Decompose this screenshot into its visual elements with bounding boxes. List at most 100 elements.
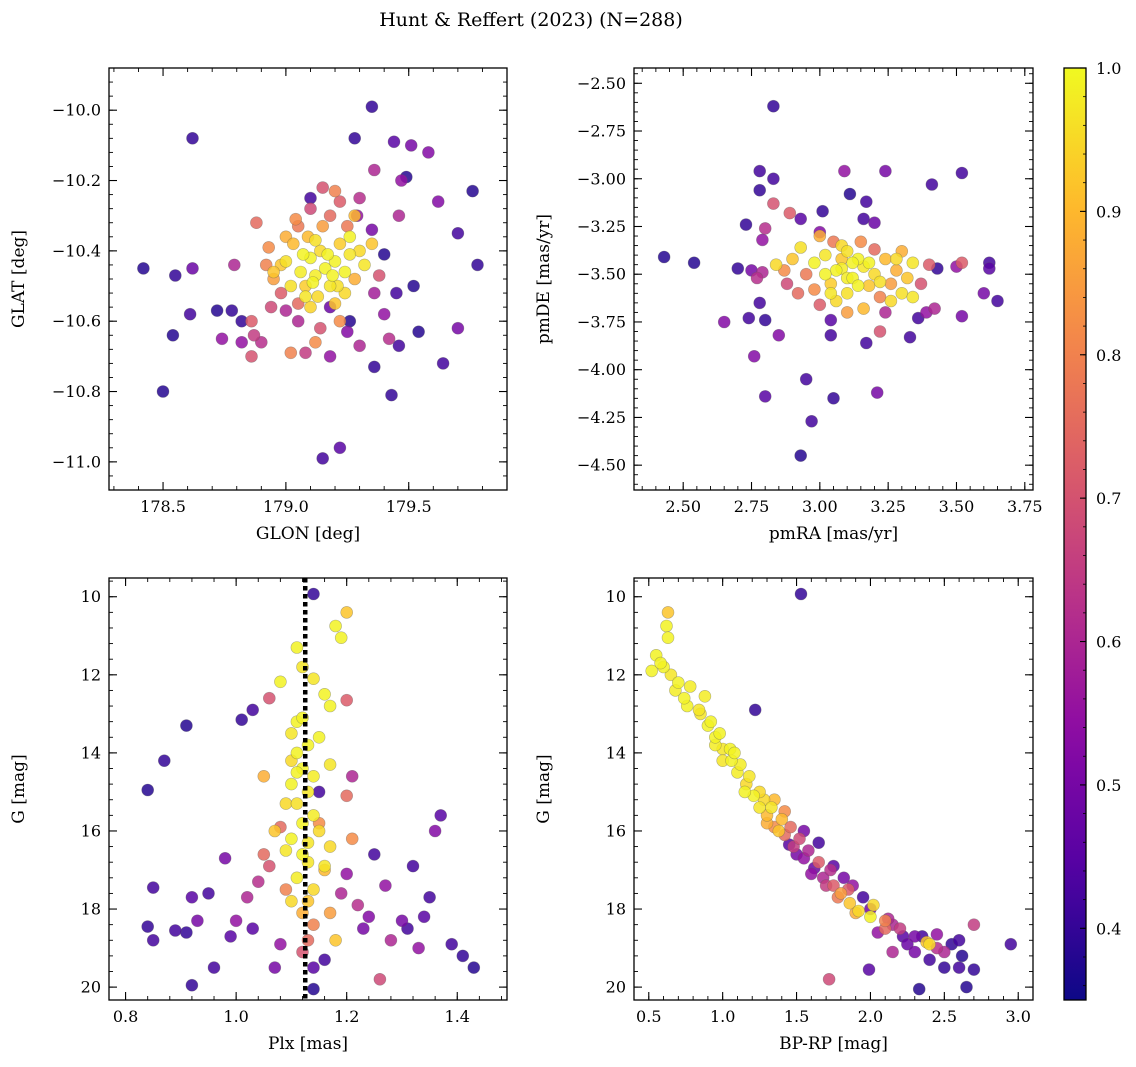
data-point xyxy=(955,256,969,270)
data-point xyxy=(758,390,772,403)
data-point xyxy=(284,346,298,360)
data-point xyxy=(321,248,335,261)
points-plx xyxy=(141,587,481,996)
data-point xyxy=(180,926,193,939)
data-point xyxy=(827,391,840,405)
data-point xyxy=(309,234,322,247)
x-tick-label: 3.0 xyxy=(1005,1007,1030,1026)
data-point xyxy=(756,233,769,247)
data-point xyxy=(245,350,258,363)
data-point xyxy=(312,730,326,744)
data-point xyxy=(728,746,741,760)
data-point xyxy=(311,290,325,303)
data-point xyxy=(873,290,887,304)
colorbar-tick-label: 1.0 xyxy=(1096,59,1121,78)
data-point xyxy=(677,691,691,705)
data-point xyxy=(180,719,193,732)
data-point xyxy=(348,132,362,145)
x-tick-label: 0.5 xyxy=(636,1007,661,1026)
data-point xyxy=(240,890,254,904)
data-point xyxy=(739,218,753,231)
data-point xyxy=(353,191,366,205)
data-point xyxy=(185,978,199,992)
data-point xyxy=(857,302,870,315)
x-axis-label: GLON [deg] xyxy=(256,524,360,544)
data-point xyxy=(328,297,342,310)
data-point xyxy=(955,309,969,323)
data-point xyxy=(307,587,320,601)
data-point xyxy=(377,307,391,321)
y-tick-label: 12 xyxy=(606,665,626,684)
data-point xyxy=(268,824,282,838)
data-point xyxy=(412,325,425,339)
data-point xyxy=(431,195,445,208)
data-point xyxy=(873,275,887,289)
data-point xyxy=(367,848,381,861)
data-point xyxy=(783,206,797,220)
data-point xyxy=(791,286,805,300)
data-point xyxy=(834,887,848,900)
data-point xyxy=(318,687,331,701)
data-point xyxy=(304,202,317,215)
data-point xyxy=(333,314,347,328)
data-point xyxy=(373,972,387,986)
data-point xyxy=(294,265,307,279)
data-point xyxy=(407,279,420,293)
data-point xyxy=(952,961,966,974)
data-point xyxy=(340,219,354,233)
data-point xyxy=(353,339,366,353)
data-point xyxy=(285,832,298,846)
data-point xyxy=(878,914,892,928)
data-point xyxy=(1004,937,1018,951)
data-point xyxy=(731,262,745,275)
data-point xyxy=(812,836,826,850)
data-point xyxy=(290,641,304,654)
data-point xyxy=(362,910,376,924)
data-point xyxy=(262,241,276,254)
data-point xyxy=(340,606,354,619)
y-tick-label: −2.75 xyxy=(577,122,626,141)
data-point xyxy=(840,245,854,258)
data-point xyxy=(307,918,320,932)
data-point xyxy=(960,980,973,994)
data-point xyxy=(908,945,922,959)
data-point xyxy=(794,212,808,226)
data-point xyxy=(879,306,892,319)
y-tick-label: −10.6 xyxy=(52,312,101,331)
data-point xyxy=(923,953,936,967)
data-point xyxy=(698,689,712,703)
data-point xyxy=(857,212,870,226)
data-point xyxy=(387,135,401,149)
data-point xyxy=(384,933,398,947)
data-point xyxy=(307,982,320,996)
data-point xyxy=(279,797,293,810)
data-point xyxy=(316,181,330,194)
data-point xyxy=(367,163,381,177)
data-point xyxy=(235,335,248,349)
data-point xyxy=(392,339,406,353)
axes-frame xyxy=(633,577,1034,1001)
data-point xyxy=(329,933,342,947)
data-point xyxy=(229,914,243,928)
data-point xyxy=(840,306,854,319)
y-axis-label: G [mag] xyxy=(534,754,554,823)
y-tick-label: −10.8 xyxy=(52,382,101,401)
data-point xyxy=(840,286,854,300)
data-point xyxy=(794,449,808,462)
data-point xyxy=(794,587,808,601)
data-point xyxy=(235,713,248,727)
data-point xyxy=(367,360,381,374)
data-point xyxy=(307,769,320,783)
x-tick-label: 3.75 xyxy=(1007,497,1043,516)
data-point xyxy=(937,961,951,974)
data-point xyxy=(251,875,265,889)
x-axis-label: Plx [mas] xyxy=(268,1034,348,1054)
y-tick-label: 16 xyxy=(606,821,626,840)
data-point xyxy=(864,910,877,924)
y-axis-label: G [mag] xyxy=(9,754,29,823)
data-point xyxy=(343,230,357,244)
data-point xyxy=(301,933,315,947)
data-point xyxy=(279,255,293,268)
data-point xyxy=(422,146,435,159)
